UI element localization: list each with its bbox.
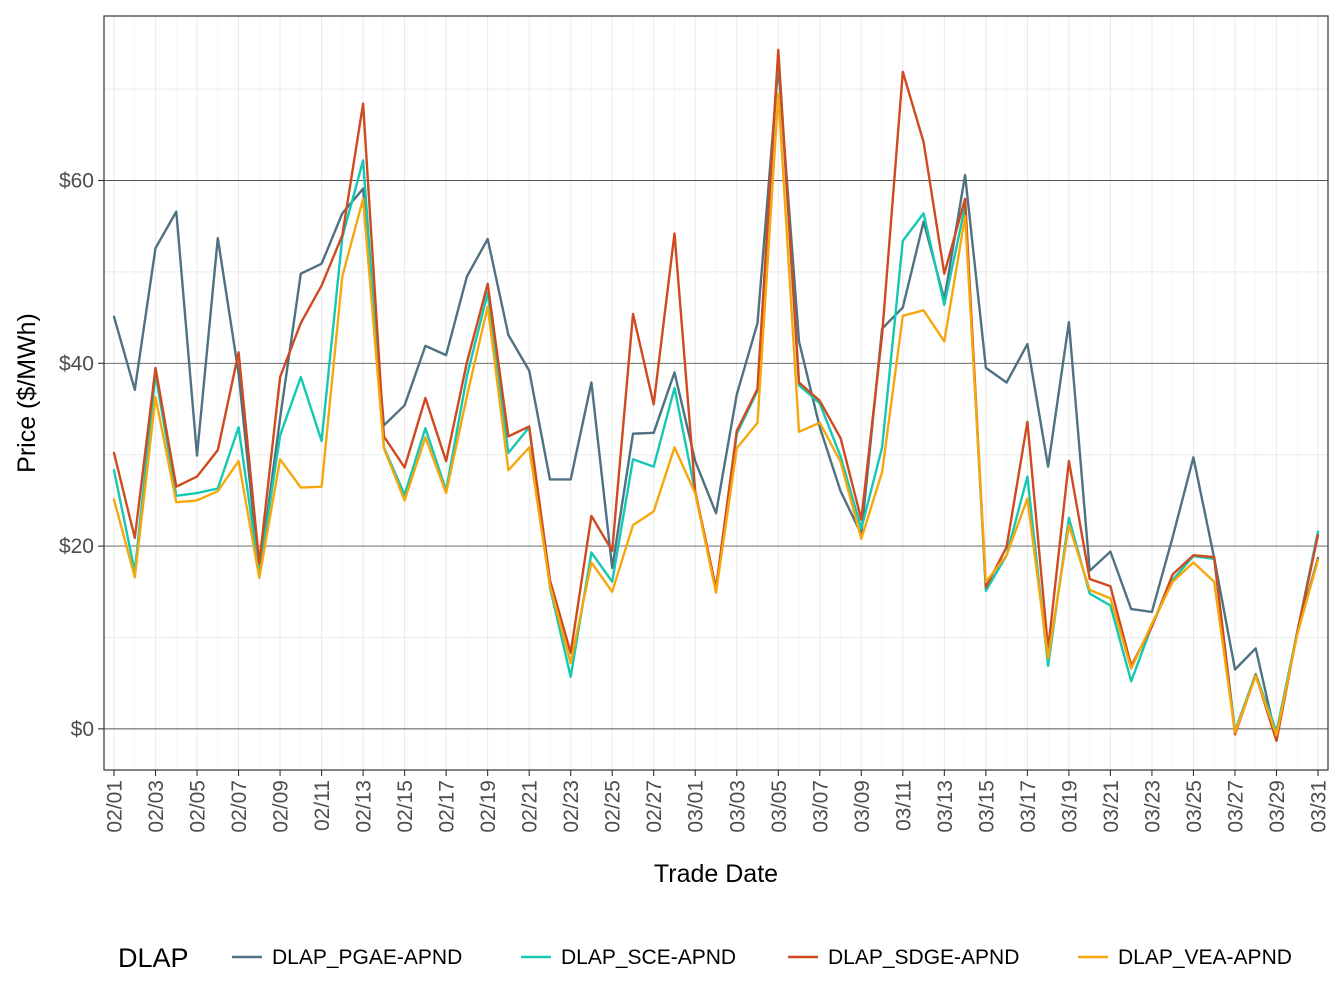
y-tick-label: $20 [59, 535, 94, 558]
x-tick-label: 02/09 [270, 780, 293, 833]
legend-label: DLAP_PGAE-APND [272, 946, 462, 969]
minor-gridlines [104, 16, 1328, 770]
x-tick-label: 03/09 [851, 780, 874, 833]
x-tick-label: 02/13 [353, 780, 376, 833]
x-tick-label: 02/25 [602, 780, 625, 833]
x-tick-label: 03/01 [685, 780, 708, 833]
panel-border [103, 15, 1329, 771]
legend-label: DLAP_VEA-APND [1118, 946, 1292, 969]
x-tick-label: 03/19 [1058, 780, 1081, 833]
y-axis-title: Price ($/MWh) [13, 313, 41, 473]
x-tick-label: 02/27 [643, 780, 666, 833]
x-tick-label: 02/23 [560, 780, 583, 833]
y-tick-label: $60 [59, 170, 94, 193]
x-tick-label: 02/21 [519, 780, 542, 833]
y-tick-label: $0 [71, 718, 94, 741]
x-tick-label: 03/03 [726, 780, 749, 833]
x-tick-label: 03/13 [934, 780, 957, 833]
y-tick-label: $40 [59, 352, 94, 375]
x-tick-label: 03/27 [1224, 780, 1247, 833]
x-tick-label: 02/17 [436, 780, 459, 833]
legend-title: DLAP [118, 943, 189, 973]
x-tick-label: 02/05 [187, 780, 210, 833]
series-line-dlap-vea-apnd [112, 92, 1320, 737]
series-lines [112, 48, 1320, 742]
y-axis: $0 $20 $40 $60 [59, 170, 104, 741]
x-tick-label: 02/11 [311, 780, 334, 831]
x-tick-label: 03/05 [768, 780, 791, 833]
x-tick-label: 03/29 [1266, 780, 1289, 833]
x-tick-label: 03/21 [1100, 780, 1123, 833]
legend: DLAP DLAP_PGAE-APND DLAP_SCE-APND DLAP_SDG… [118, 943, 1292, 973]
x-tick-label: 02/15 [394, 780, 417, 833]
x-tick-label: 03/11 [892, 780, 915, 831]
legend-label: DLAP_SCE-APND [561, 946, 736, 969]
x-tick-label: 02/07 [228, 780, 251, 833]
x-tick-label: 03/15 [975, 780, 998, 833]
x-axis-title: Trade Date [654, 860, 778, 888]
x-tick-label: 03/31 [1308, 780, 1331, 833]
x-tick-label: 03/17 [1017, 780, 1040, 833]
major-gridlines [104, 16, 1328, 770]
x-axis: 02/01 02/03 02/05 02/07 02/09 02/11 02/13 02/15… [104, 770, 1331, 833]
x-tick-label: 03/23 [1141, 780, 1164, 833]
x-tick-label: 02/19 [477, 780, 500, 833]
x-tick-label: 02/03 [145, 780, 168, 833]
legend-label: DLAP_SDGE-APND [828, 946, 1019, 969]
x-tick-label: 03/07 [809, 780, 832, 833]
series-line-dlap-pgae-apnd [112, 64, 1320, 741]
x-tick-label: 02/01 [104, 780, 127, 833]
x-tick-label: 03/25 [1183, 780, 1206, 833]
